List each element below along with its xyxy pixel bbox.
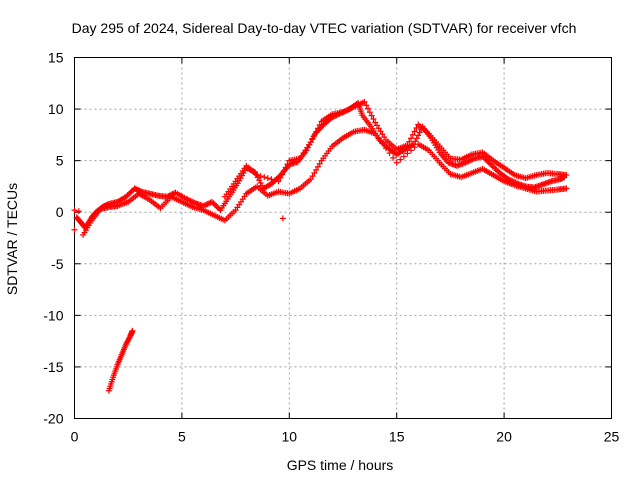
series-main-trace [73,99,568,231]
data-point [311,170,318,177]
data-point [492,165,499,172]
data-point [261,174,268,181]
y-tick-label: -10 [43,307,63,323]
data-point [264,175,271,182]
x-tick-label: 20 [496,429,512,445]
grid [74,57,612,419]
y-tick-label: -15 [43,359,63,375]
data-point [75,208,82,215]
data-point [256,177,263,184]
data-point [279,215,286,222]
data-point [408,135,415,142]
data-point [309,173,316,180]
chart-title: Day 295 of 2024, Sidereal Day-to-day VTE… [72,20,577,36]
data-point [71,207,78,214]
x-tick-labels: 0 5 10 15 20 25 [71,429,620,445]
data-point [268,176,275,183]
x-tick-label: 5 [178,429,186,445]
data-point [370,116,377,123]
series-outliers [71,207,286,233]
data-point [413,135,420,142]
data-point [412,138,419,145]
data-point [408,147,415,154]
data-point [415,132,422,139]
data-point [365,105,372,112]
data-point [309,135,316,142]
data-point [313,166,320,173]
data-point [393,159,400,166]
data-point [404,150,411,157]
data-point [127,189,134,196]
series-lower-branch [80,126,570,238]
data-point [411,128,418,135]
series-upper-branch [221,98,570,200]
data-point [483,157,490,164]
data-points [71,98,570,394]
x-tick-label: 25 [604,429,620,445]
data-point [363,102,370,109]
data-point [313,128,320,135]
data-point [277,174,284,181]
data-point [366,109,373,116]
data-point [375,135,382,142]
y-tick-labels: -20 -15 -10 -5 0 5 10 15 [43,50,63,427]
data-point [316,121,323,128]
data-point [213,203,220,210]
data-point [271,177,278,184]
data-point [282,164,289,171]
y-tick-label: 10 [48,101,64,117]
data-point [400,153,407,160]
data-point [307,139,314,146]
x-axis-label: GPS time / hours [287,457,394,473]
data-point [404,142,411,149]
data-point [254,172,261,179]
data-point [397,156,404,163]
data-point [563,185,570,192]
x-tick-label: 15 [389,429,405,445]
y-tick-label: -5 [51,256,64,272]
data-point [372,130,379,137]
data-point [275,178,282,185]
data-point [406,138,413,145]
series-low-segment [105,327,136,394]
data-point [413,124,420,131]
data-point [125,190,132,197]
data-point [314,163,321,170]
data-point [314,125,321,132]
data-point [493,167,500,174]
data-point [361,98,368,105]
data-point [390,154,397,161]
y-tick-label: 5 [56,153,64,169]
y-tick-label: 0 [56,204,64,220]
data-point [379,140,386,147]
data-point [491,164,498,171]
data-point [71,226,78,233]
data-point [307,176,314,183]
data-point [368,112,375,119]
data-point [563,172,570,179]
x-tick-label: 10 [282,429,298,445]
data-point [311,132,318,139]
data-point [216,205,223,212]
axis-ticks [74,57,612,419]
y-tick-label: -20 [43,411,63,427]
data-point [386,150,393,157]
data-point [485,159,492,166]
data-point [279,171,286,178]
data-point [316,160,323,167]
data-point [129,327,136,334]
data-point [284,161,291,168]
x-tick-label: 0 [71,429,79,445]
data-point [257,173,264,180]
y-tick-label: 15 [48,50,64,66]
data-point [409,131,416,138]
plot-frame [74,57,612,419]
y-axis-label: SDTVAR / TECUs [4,183,20,295]
data-point [280,167,287,174]
data-point [382,145,389,152]
data-point [210,200,217,207]
data-point [411,144,418,151]
